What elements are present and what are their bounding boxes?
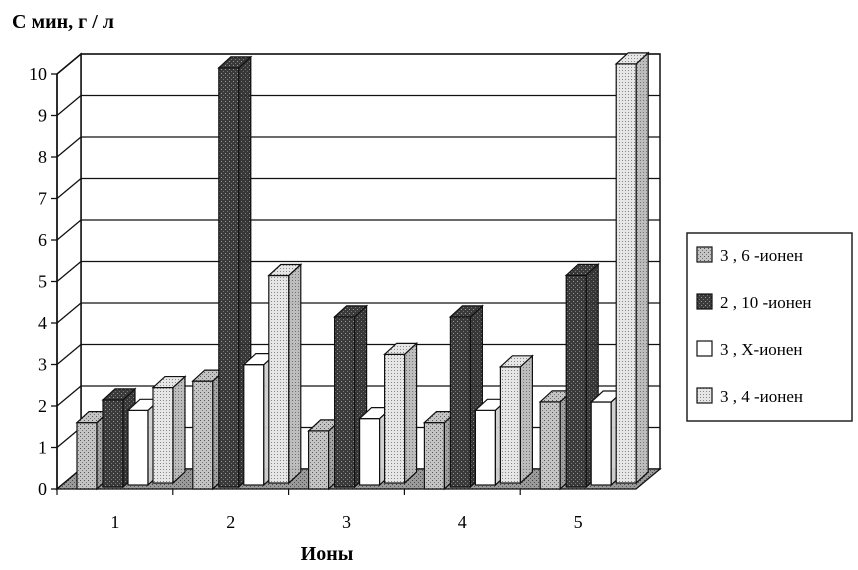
y-axis-label: С мин, г / л [12, 11, 114, 33]
gridlines [56, 53, 660, 448]
y-tick-label: 7 [38, 189, 47, 209]
y-tick-label: 10 [29, 64, 47, 84]
bar [498, 354, 534, 485]
gridline-depth [56, 136, 82, 158]
bar [151, 375, 187, 485]
x-tick-label: 4 [458, 512, 467, 532]
y-tick-label: 2 [38, 396, 47, 416]
y-tick-label: 6 [38, 230, 47, 250]
legend-swatch [696, 293, 713, 310]
y-tick-labels: 0 1 2 3 4 5 6 7 8 9 10 [29, 64, 58, 499]
bar [267, 263, 303, 485]
bar [564, 262, 600, 489]
legend-swatch [696, 246, 713, 263]
y-tick-label: 5 [38, 272, 47, 292]
y-tick-label: 9 [38, 106, 47, 126]
bar [383, 341, 419, 485]
gridline-depth [56, 219, 82, 241]
bar [614, 51, 650, 485]
gridline-depth [56, 95, 82, 116]
gridline-depth [56, 178, 82, 199]
x-tick-label: 1 [110, 512, 119, 532]
bars [75, 51, 650, 491]
x-tick-labels: 1 2 3 4 5 [56, 489, 583, 532]
legend-box [686, 232, 853, 422]
x-tick-label: 5 [574, 512, 583, 532]
gridline-depth [56, 261, 82, 282]
y-tick-label: 1 [38, 438, 47, 458]
y-tick-label: 4 [38, 313, 47, 333]
legend: 3 , 6 -ионен 2 , 10 -ионен 3 , Х-ионен 3 , … [686, 232, 853, 422]
legend-swatch [696, 340, 713, 357]
legend-label: 3 , Х-ионен [720, 340, 803, 359]
x-tick-label: 2 [226, 512, 235, 532]
y-tick-label: 0 [38, 479, 47, 499]
y-tick-label: 3 [38, 355, 47, 375]
gridline-depth [56, 302, 82, 324]
legend-swatch [696, 387, 713, 404]
legend-label: 3 , 6 -ионен [720, 246, 803, 265]
gridline-depth [56, 344, 82, 365]
legend-label: 2 , 10 -ионен [720, 293, 812, 312]
gridline-depth [56, 385, 82, 407]
gridline-depth [56, 53, 82, 75]
legend-label: 3 , 4 -ионен [720, 387, 803, 406]
x-tick-label: 3 [342, 512, 351, 532]
x-axis-label: Ионы [301, 543, 354, 565]
y-tick-label: 8 [38, 147, 47, 167]
